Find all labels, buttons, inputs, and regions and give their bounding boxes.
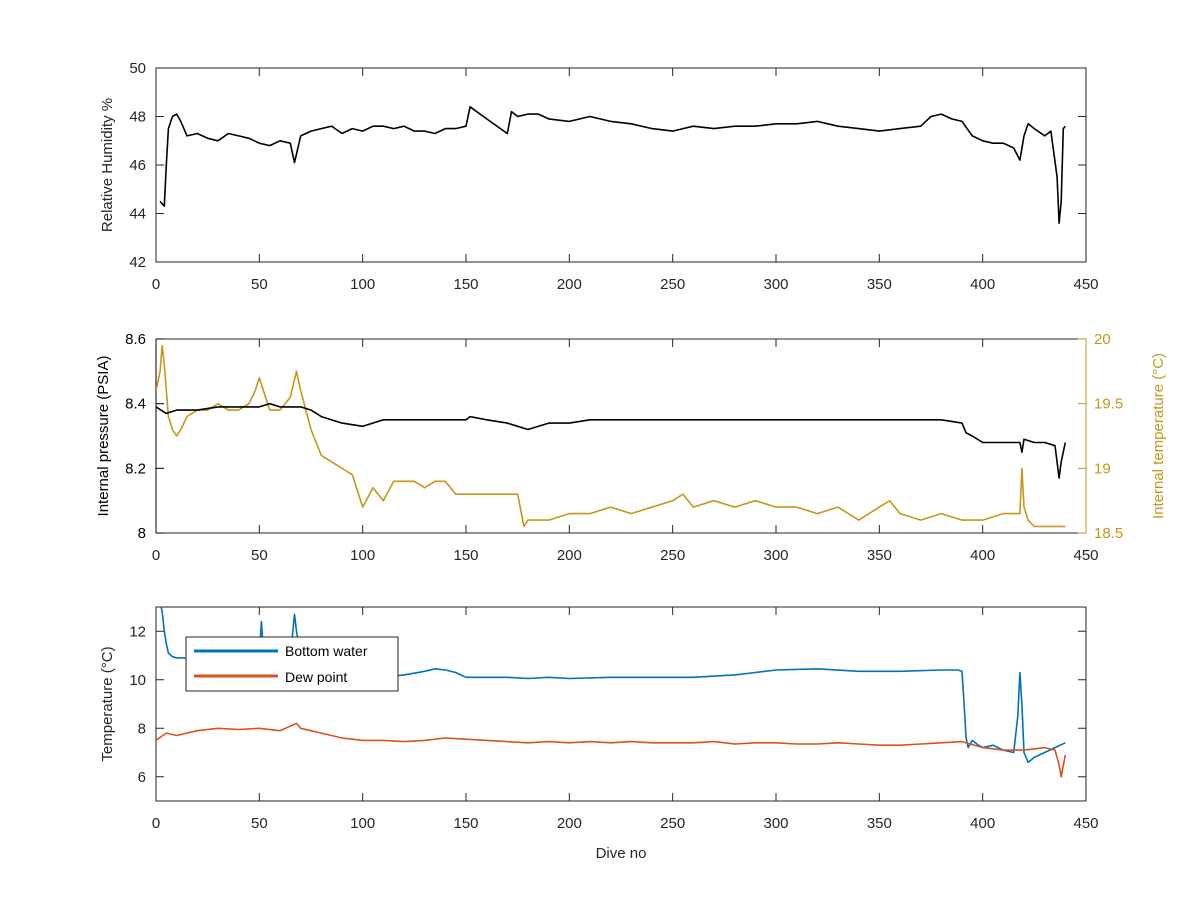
humidity-panel: Relative Humidity % 0 50 100 150 200 250 300 35…	[99, 60, 1099, 293]
x-tick-label: 450	[1073, 547, 1098, 564]
series-line-dew-point	[156, 722, 1067, 778]
humidity-ticks: 0 50 100 150 200 250 300 350 400 450 42 44 46 48 50	[129, 60, 1098, 293]
y-tick-label: 8	[138, 720, 146, 737]
series-line-panel1-1	[156, 344, 1066, 528]
x-tick-label: 350	[867, 547, 892, 564]
pressure-series	[156, 344, 1067, 528]
y2-tick-label: 19.5	[1094, 396, 1123, 413]
y-tick-label: 10	[129, 672, 146, 689]
y-tick-label: 44	[129, 206, 146, 223]
y2-tick-label: 20	[1094, 331, 1111, 348]
x-tick-label: 200	[557, 547, 582, 564]
humidity-y-axis-label: Relative Humidity %	[99, 98, 116, 232]
temperature-plot-area	[155, 606, 1087, 802]
x-tick-label: 50	[251, 276, 268, 293]
x-tick-label: 150	[453, 276, 478, 293]
y2-tick-label: 18.5	[1094, 525, 1123, 542]
temperature-ticks: 0 50 100 150 200 250 300 350 400 450 6 8 10 12	[129, 607, 1099, 832]
legend-label-bottom-water: Bottom water	[285, 643, 368, 659]
x-tick-label: 350	[867, 276, 892, 293]
legend-label-dew-point: Dew point	[285, 669, 347, 685]
pressure-plot-area	[155, 338, 1087, 534]
pressure-temperature-panel: Internal pressure (PSIA) Internal temper…	[95, 331, 1167, 564]
x-tick-label: 350	[867, 815, 892, 832]
x-tick-label: 250	[660, 547, 685, 564]
x-tick-label: 150	[453, 547, 478, 564]
y-tick-label: 50	[129, 60, 146, 77]
x-tick-label: 400	[970, 815, 995, 832]
x-tick-label: 50	[251, 815, 268, 832]
y-tick-label: 6	[138, 769, 146, 786]
x-tick-label: 400	[970, 276, 995, 293]
y2-tick-label: 19	[1094, 460, 1111, 477]
x-tick-label: 250	[660, 815, 685, 832]
humidity-plot-area	[155, 67, 1087, 263]
x-tick-label: 200	[557, 276, 582, 293]
internal-temperature-y-axis-label: Internal temperature (°C)	[1150, 353, 1167, 519]
x-tick-label: 0	[152, 547, 160, 564]
humidity-series	[159, 106, 1066, 224]
y-tick-label: 12	[129, 623, 146, 640]
y-tick-label: 8.6	[125, 331, 146, 348]
temperature-panel: Temperature (°C) Dive no 0 50 100 150 200 250…	[99, 606, 1099, 862]
x-axis-label: Dive no	[596, 845, 647, 862]
x-tick-label: 0	[152, 276, 160, 293]
temperature-y-axis-label: Temperature (°C)	[99, 646, 116, 761]
y-tick-label: 46	[129, 157, 146, 174]
x-tick-label: 250	[660, 276, 685, 293]
y-tick-label: 8.2	[125, 460, 146, 477]
y-tick-label: 8.4	[125, 396, 146, 413]
x-tick-label: 450	[1073, 815, 1098, 832]
y-tick-label: 42	[129, 254, 146, 271]
legend-box	[185, 636, 399, 692]
x-tick-label: 400	[970, 547, 995, 564]
x-tick-label: 300	[763, 276, 788, 293]
x-tick-label: 100	[350, 276, 375, 293]
y-tick-label: 8	[138, 525, 146, 542]
legend: Bottom water Dew point	[185, 636, 399, 692]
x-tick-label: 450	[1073, 276, 1098, 293]
series-line-panel0-0	[159, 106, 1066, 224]
x-tick-label: 300	[763, 815, 788, 832]
y-tick-label: 48	[129, 109, 146, 126]
x-tick-label: 0	[152, 815, 160, 832]
pressure-y-axis-label: Internal pressure (PSIA)	[95, 356, 112, 517]
x-tick-label: 100	[350, 547, 375, 564]
x-tick-label: 50	[251, 547, 268, 564]
x-tick-label: 200	[557, 815, 582, 832]
x-tick-label: 100	[350, 815, 375, 832]
x-tick-label: 300	[763, 547, 788, 564]
x-tick-label: 150	[453, 815, 478, 832]
series-line-panel1-0	[156, 402, 1067, 479]
pressure-ticks: 0 50 100 150 200 250 300 350 400 450 8 8.2 8.4 8.6 18.…	[125, 331, 1123, 564]
